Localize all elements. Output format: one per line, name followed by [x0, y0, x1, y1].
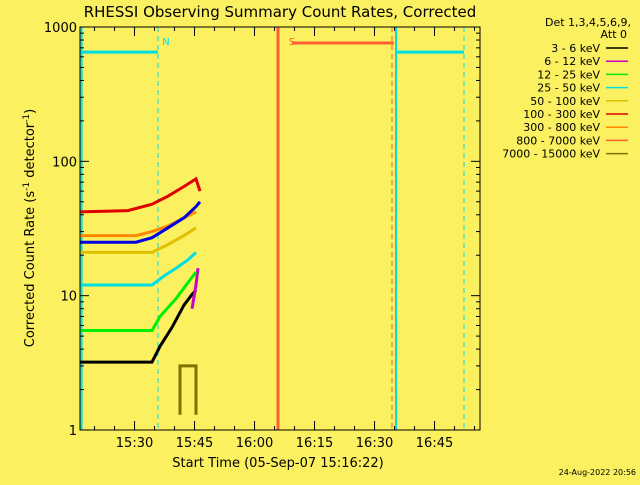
legend-label: 3 - 6 keV [551, 42, 600, 55]
x-axis-label: Start Time (05-Sep-07 15:16:22) [172, 456, 383, 471]
plot-frame [79, 26, 481, 431]
annotation-label: S [289, 37, 295, 48]
y-axis-label-part: detector [23, 122, 38, 182]
y-tick-label: 1 [69, 424, 77, 439]
plot-area: N S 1 10 100 1000 15:30 15:45 16:00 16:15 16:30 16:… [44, 21, 628, 451]
legend-label: 12 - 25 keV [537, 68, 600, 81]
y-axis-label: Corrected Count Rate (s-1 detector-1) [22, 109, 38, 347]
series-line [80, 200, 202, 244]
y-tick-label: 100 [52, 155, 77, 170]
series-line [80, 271, 198, 332]
series-line [178, 364, 198, 415]
legend-header: Att 0 [601, 28, 627, 41]
legend-label: 7000 - 15000 keV [502, 148, 600, 161]
x-tick-label: 15:30 [116, 436, 153, 451]
legend-label: 6 - 12 keV [544, 55, 600, 68]
legend-label: 25 - 50 keV [537, 82, 600, 95]
y-axis-label-part: Corrected Count Rate (s [23, 191, 38, 348]
legend-label: 300 - 800 keV [523, 121, 600, 134]
x-tick-label: 16:00 [236, 436, 273, 451]
x-tick-label: 15:45 [176, 436, 213, 451]
legend-label: 50 - 100 keV [530, 95, 600, 108]
legend-header: Det 1,3,4,5,6,9, [545, 16, 631, 29]
x-tick-label: 16:15 [296, 436, 333, 451]
series-line [80, 251, 198, 287]
series-line [80, 226, 197, 254]
y-axis-label-part: ) [23, 109, 38, 114]
legend-label: 100 - 300 keV [523, 108, 600, 121]
series-line [190, 268, 200, 309]
chart-title: RHESSI Observing Summary Count Rates, Co… [84, 3, 477, 21]
y-tick-label: 1000 [44, 21, 77, 36]
x-tick-label: 16:45 [416, 436, 453, 451]
y-tick-label: 10 [60, 290, 77, 305]
y-axis-label-sup: -1 [22, 182, 32, 191]
y-axis-label-sup: -1 [22, 114, 32, 123]
series-line [80, 289, 198, 364]
series-line [80, 210, 197, 238]
footer-date: 24-Aug-2022 20:56 [559, 468, 636, 477]
x-tick-label: 16:30 [356, 436, 393, 451]
annotation-label: N [162, 37, 169, 48]
series-line [79, 176, 202, 214]
legend-label: 800 - 7000 keV [516, 134, 600, 147]
